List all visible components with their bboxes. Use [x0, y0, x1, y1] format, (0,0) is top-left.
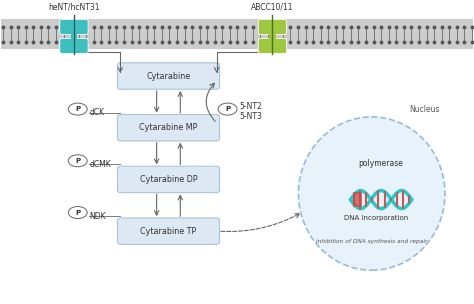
Text: ABCC10/11: ABCC10/11 [251, 3, 294, 12]
Text: P: P [75, 209, 80, 216]
FancyBboxPatch shape [258, 19, 287, 35]
Text: Nucleus: Nucleus [410, 105, 440, 114]
Text: P: P [75, 158, 80, 164]
Bar [269, 28, 276, 40]
FancyBboxPatch shape [118, 218, 219, 244]
Text: P: P [75, 106, 80, 112]
Text: Cytarabine: Cytarabine [146, 71, 191, 81]
Text: inhibition of DNA synthesis and repair: inhibition of DNA synthesis and repair [316, 239, 428, 244]
FancyBboxPatch shape [258, 38, 287, 54]
FancyBboxPatch shape [60, 38, 88, 54]
Circle shape [68, 103, 87, 115]
FancyBboxPatch shape [118, 166, 219, 193]
Circle shape [68, 155, 87, 167]
Text: dCMK: dCMK [90, 160, 111, 169]
Text: Cytarabine TP: Cytarabine TP [140, 227, 197, 236]
Text: NDK: NDK [90, 212, 106, 221]
Bar [353, 192, 362, 207]
Text: DNA Incorporation: DNA Incorporation [344, 215, 409, 221]
Text: dCK: dCK [90, 108, 105, 117]
Text: 5-NT2
5-NT3: 5-NT2 5-NT3 [239, 102, 262, 121]
FancyBboxPatch shape [0, 19, 474, 49]
Circle shape [218, 103, 237, 115]
FancyBboxPatch shape [118, 63, 219, 89]
FancyBboxPatch shape [118, 115, 219, 141]
Circle shape [68, 206, 87, 219]
FancyBboxPatch shape [60, 19, 88, 35]
Text: polymerase: polymerase [359, 159, 403, 168]
Text: Cytarabine DP: Cytarabine DP [140, 175, 197, 184]
Text: P: P [225, 106, 230, 112]
Text: heNT/hcNT31: heNT/hcNT31 [48, 3, 100, 12]
Ellipse shape [299, 117, 445, 270]
Bar [71, 28, 77, 40]
Text: Cytarabine MP: Cytarabine MP [139, 123, 198, 132]
